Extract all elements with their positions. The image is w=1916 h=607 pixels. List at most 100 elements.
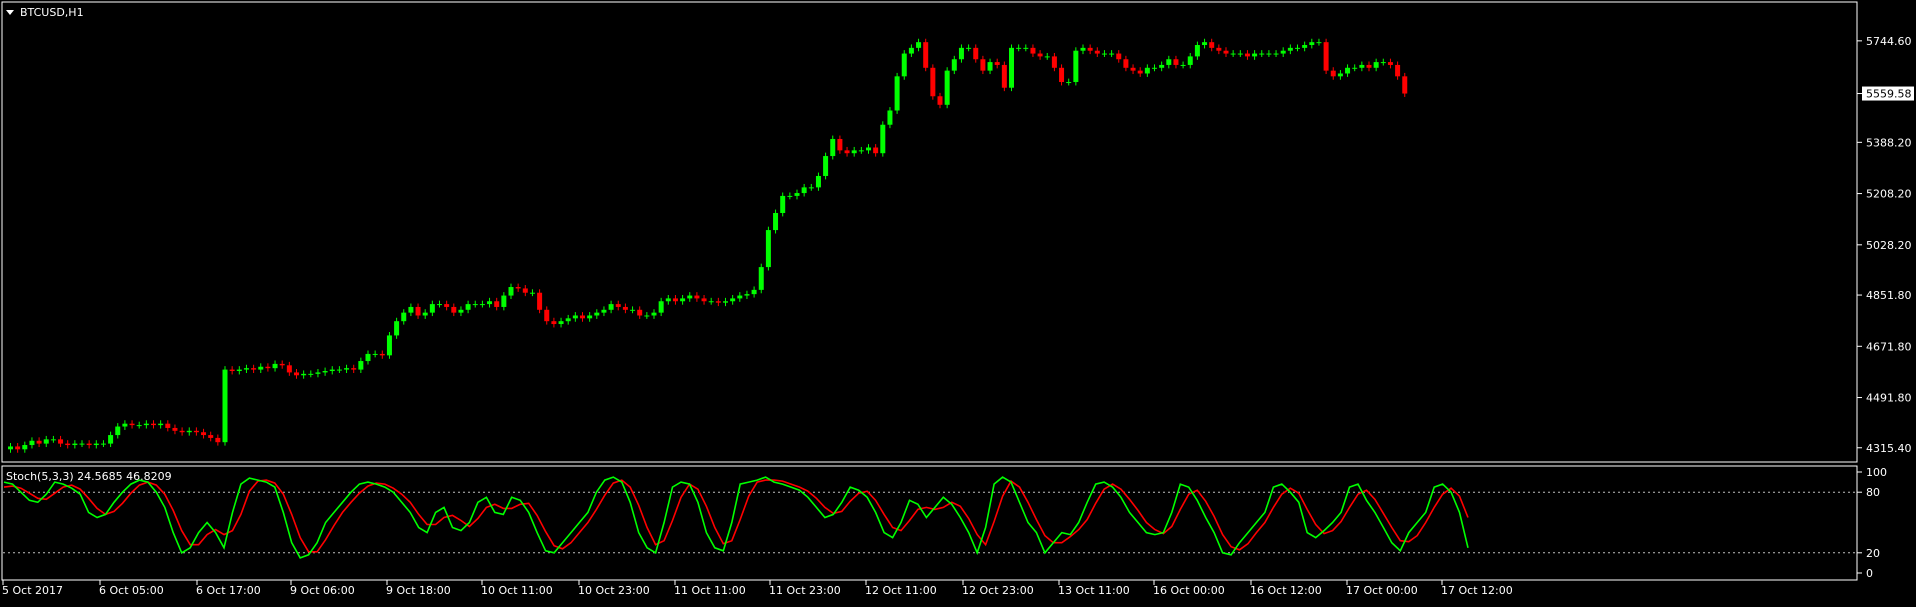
candle-body (415, 306, 421, 316)
candle-body (1280, 50, 1286, 54)
candle-body (672, 298, 678, 302)
candle-body (1087, 47, 1093, 51)
time-axis-label: 16 Oct 00:00 (1153, 584, 1225, 597)
candle-body (65, 443, 71, 446)
candle-body (1223, 50, 1229, 54)
time-axis-label: 17 Oct 00:00 (1346, 584, 1418, 597)
time-axis-label: 10 Oct 11:00 (481, 584, 553, 597)
candle-body (115, 426, 121, 436)
candle-body (258, 366, 264, 370)
candle-body (1094, 50, 1100, 54)
candle-body (108, 435, 114, 444)
candle-body (279, 363, 285, 366)
time-axis-label: 5 Oct 2017 (2, 584, 63, 597)
candle-body (1037, 53, 1043, 57)
candle-body (1209, 42, 1215, 48)
time-axis-label: 11 Oct 11:00 (674, 584, 746, 597)
candle-body (465, 304, 471, 310)
candle-body (508, 287, 514, 296)
candle-body (844, 150, 850, 154)
candle-body (658, 301, 664, 313)
candle-body (1180, 64, 1186, 66)
time-axis-label: 11 Oct 23:00 (769, 584, 841, 597)
candle-body (186, 430, 192, 433)
candle-body (208, 435, 214, 438)
price-axis-label: 5744.60 (1866, 35, 1912, 48)
candle-body (544, 309, 550, 322)
time-axis-label: 17 Oct 12:00 (1441, 584, 1513, 597)
candle-body (1366, 64, 1372, 68)
candle-body (1387, 62, 1393, 65)
candle-body (1030, 47, 1036, 54)
candle-body (1116, 53, 1122, 60)
candle-body (1166, 59, 1172, 65)
current-price-box (1862, 86, 1914, 101)
candle-body (958, 47, 964, 60)
candle-body (894, 76, 900, 111)
candle-body (1230, 53, 1236, 55)
price-axis: 5744.60 5559.58 5388.20 5208.20 5028.20 4851.… (1857, 35, 1914, 455)
candle-body (372, 353, 378, 355)
candle-body (151, 423, 156, 426)
stoch-level-label: 100 (1866, 466, 1887, 479)
candle-body (966, 47, 972, 49)
candle-body (694, 295, 700, 299)
time-axis-label: 9 Oct 18:00 (386, 584, 451, 597)
price-axis-label: 4491.80 (1866, 392, 1912, 405)
candle-body (308, 373, 314, 375)
candle-body (158, 423, 164, 426)
candle-body (908, 47, 914, 54)
candle-body (58, 439, 64, 444)
time-axis-label: 9 Oct 06:00 (290, 584, 355, 597)
price-axis-label: 4851.80 (1866, 289, 1912, 302)
candle-body (980, 59, 986, 71)
candle-body (944, 70, 950, 105)
candle-body (351, 368, 357, 370)
candle-body (437, 304, 442, 306)
candle-body (587, 315, 593, 319)
indicator-pane-border (1, 465, 1858, 581)
time-axis-label: 12 Oct 23:00 (962, 584, 1034, 597)
candle-body (1402, 76, 1408, 94)
time-axis-label: 6 Oct 17:00 (196, 584, 261, 597)
price-axis-label: 4671.80 (1866, 340, 1912, 353)
candle-body (229, 369, 235, 372)
candle-body (701, 298, 707, 302)
candle-body (8, 446, 13, 450)
candle-body (801, 187, 807, 194)
candle-body (1259, 53, 1265, 55)
candle-body (394, 321, 400, 336)
candle-body (201, 432, 207, 436)
price-pane-border (1, 1, 1858, 463)
candle-body (1244, 53, 1250, 57)
time-axis-label: 16 Oct 12:00 (1250, 584, 1322, 597)
candle-body (315, 372, 321, 374)
candle-body (1137, 70, 1143, 74)
candle-body (29, 440, 35, 446)
candle-body (808, 187, 814, 189)
candle-body (823, 156, 829, 176)
candle-body (1173, 59, 1179, 65)
time-axis: 5 Oct 2017 6 Oct 05:00 6 Oct 17:00 9 Oct 06… (2, 580, 1513, 597)
stoch-label: Stoch(5,3,3) 24.5685 46.8209 (6, 470, 172, 483)
candle-body (651, 312, 657, 316)
candle-body (622, 306, 628, 310)
candle-body (866, 147, 871, 151)
candle-body (501, 295, 507, 307)
time-axis-label: 13 Oct 11:00 (1058, 584, 1130, 597)
candle-body (537, 292, 543, 310)
candle-body (1187, 56, 1193, 65)
candle-body (408, 306, 414, 313)
candle-body (687, 295, 693, 299)
candle-body (365, 353, 371, 362)
candle-body (215, 437, 221, 443)
candle-body (429, 304, 435, 313)
candle-body (344, 368, 350, 370)
candle-body (422, 312, 428, 316)
candle-body (708, 301, 714, 303)
candle-body (143, 423, 149, 426)
candle-body (1101, 53, 1107, 55)
candle-body (286, 365, 292, 373)
chart-menu-triangle-icon[interactable] (6, 10, 14, 15)
